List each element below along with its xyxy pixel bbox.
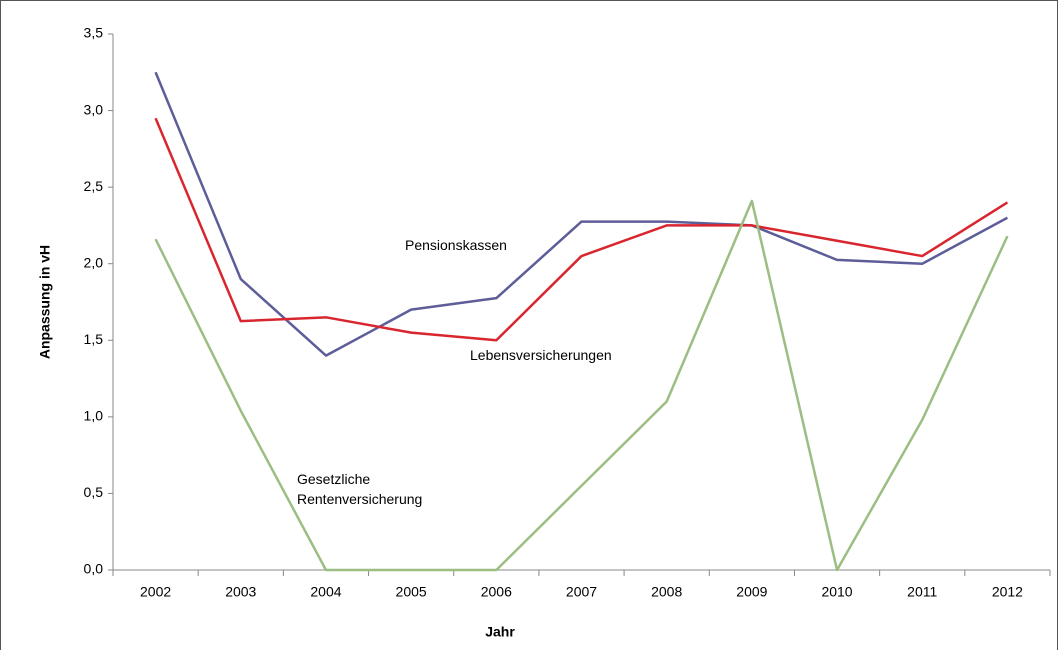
series-annotation: Lebensversicherungen	[470, 347, 612, 363]
series-line	[154, 71, 1009, 357]
x-tick-label: 2004	[310, 584, 341, 600]
x-tick-label: 2005	[396, 584, 427, 600]
y-tick-label: 3,5	[84, 25, 104, 41]
y-tick-label: 2,0	[84, 254, 104, 270]
x-tick-label: 2003	[225, 584, 256, 600]
series-line	[154, 199, 1009, 572]
x-axis-title: Jahr	[485, 624, 515, 640]
y-tick-label: 3,0	[84, 101, 104, 117]
x-tick-label: 2009	[736, 584, 767, 600]
x-tick-label: 2002	[140, 584, 171, 600]
y-tick-label: 1,5	[84, 331, 104, 347]
x-tick-label: 2008	[651, 584, 682, 600]
y-tick-label: 0,5	[84, 484, 104, 500]
series-annotation: Pensionskassen	[405, 237, 507, 253]
series-annotation: Gesetzliche Rentenversicherung	[297, 471, 423, 507]
x-tick-label: 2011	[907, 584, 937, 600]
y-tick-label: 2,5	[84, 178, 104, 194]
y-tick-label: 1,0	[84, 408, 104, 424]
x-tick-label: 2007	[566, 584, 597, 600]
x-tick-label: 2012	[992, 584, 1023, 600]
x-tick-label: 2010	[821, 584, 852, 600]
series-line	[154, 117, 1009, 342]
x-tick-label: 2006	[481, 584, 512, 600]
y-axis-title: Anpassung in vH	[37, 245, 53, 359]
y-tick-label: 0,0	[84, 561, 104, 577]
